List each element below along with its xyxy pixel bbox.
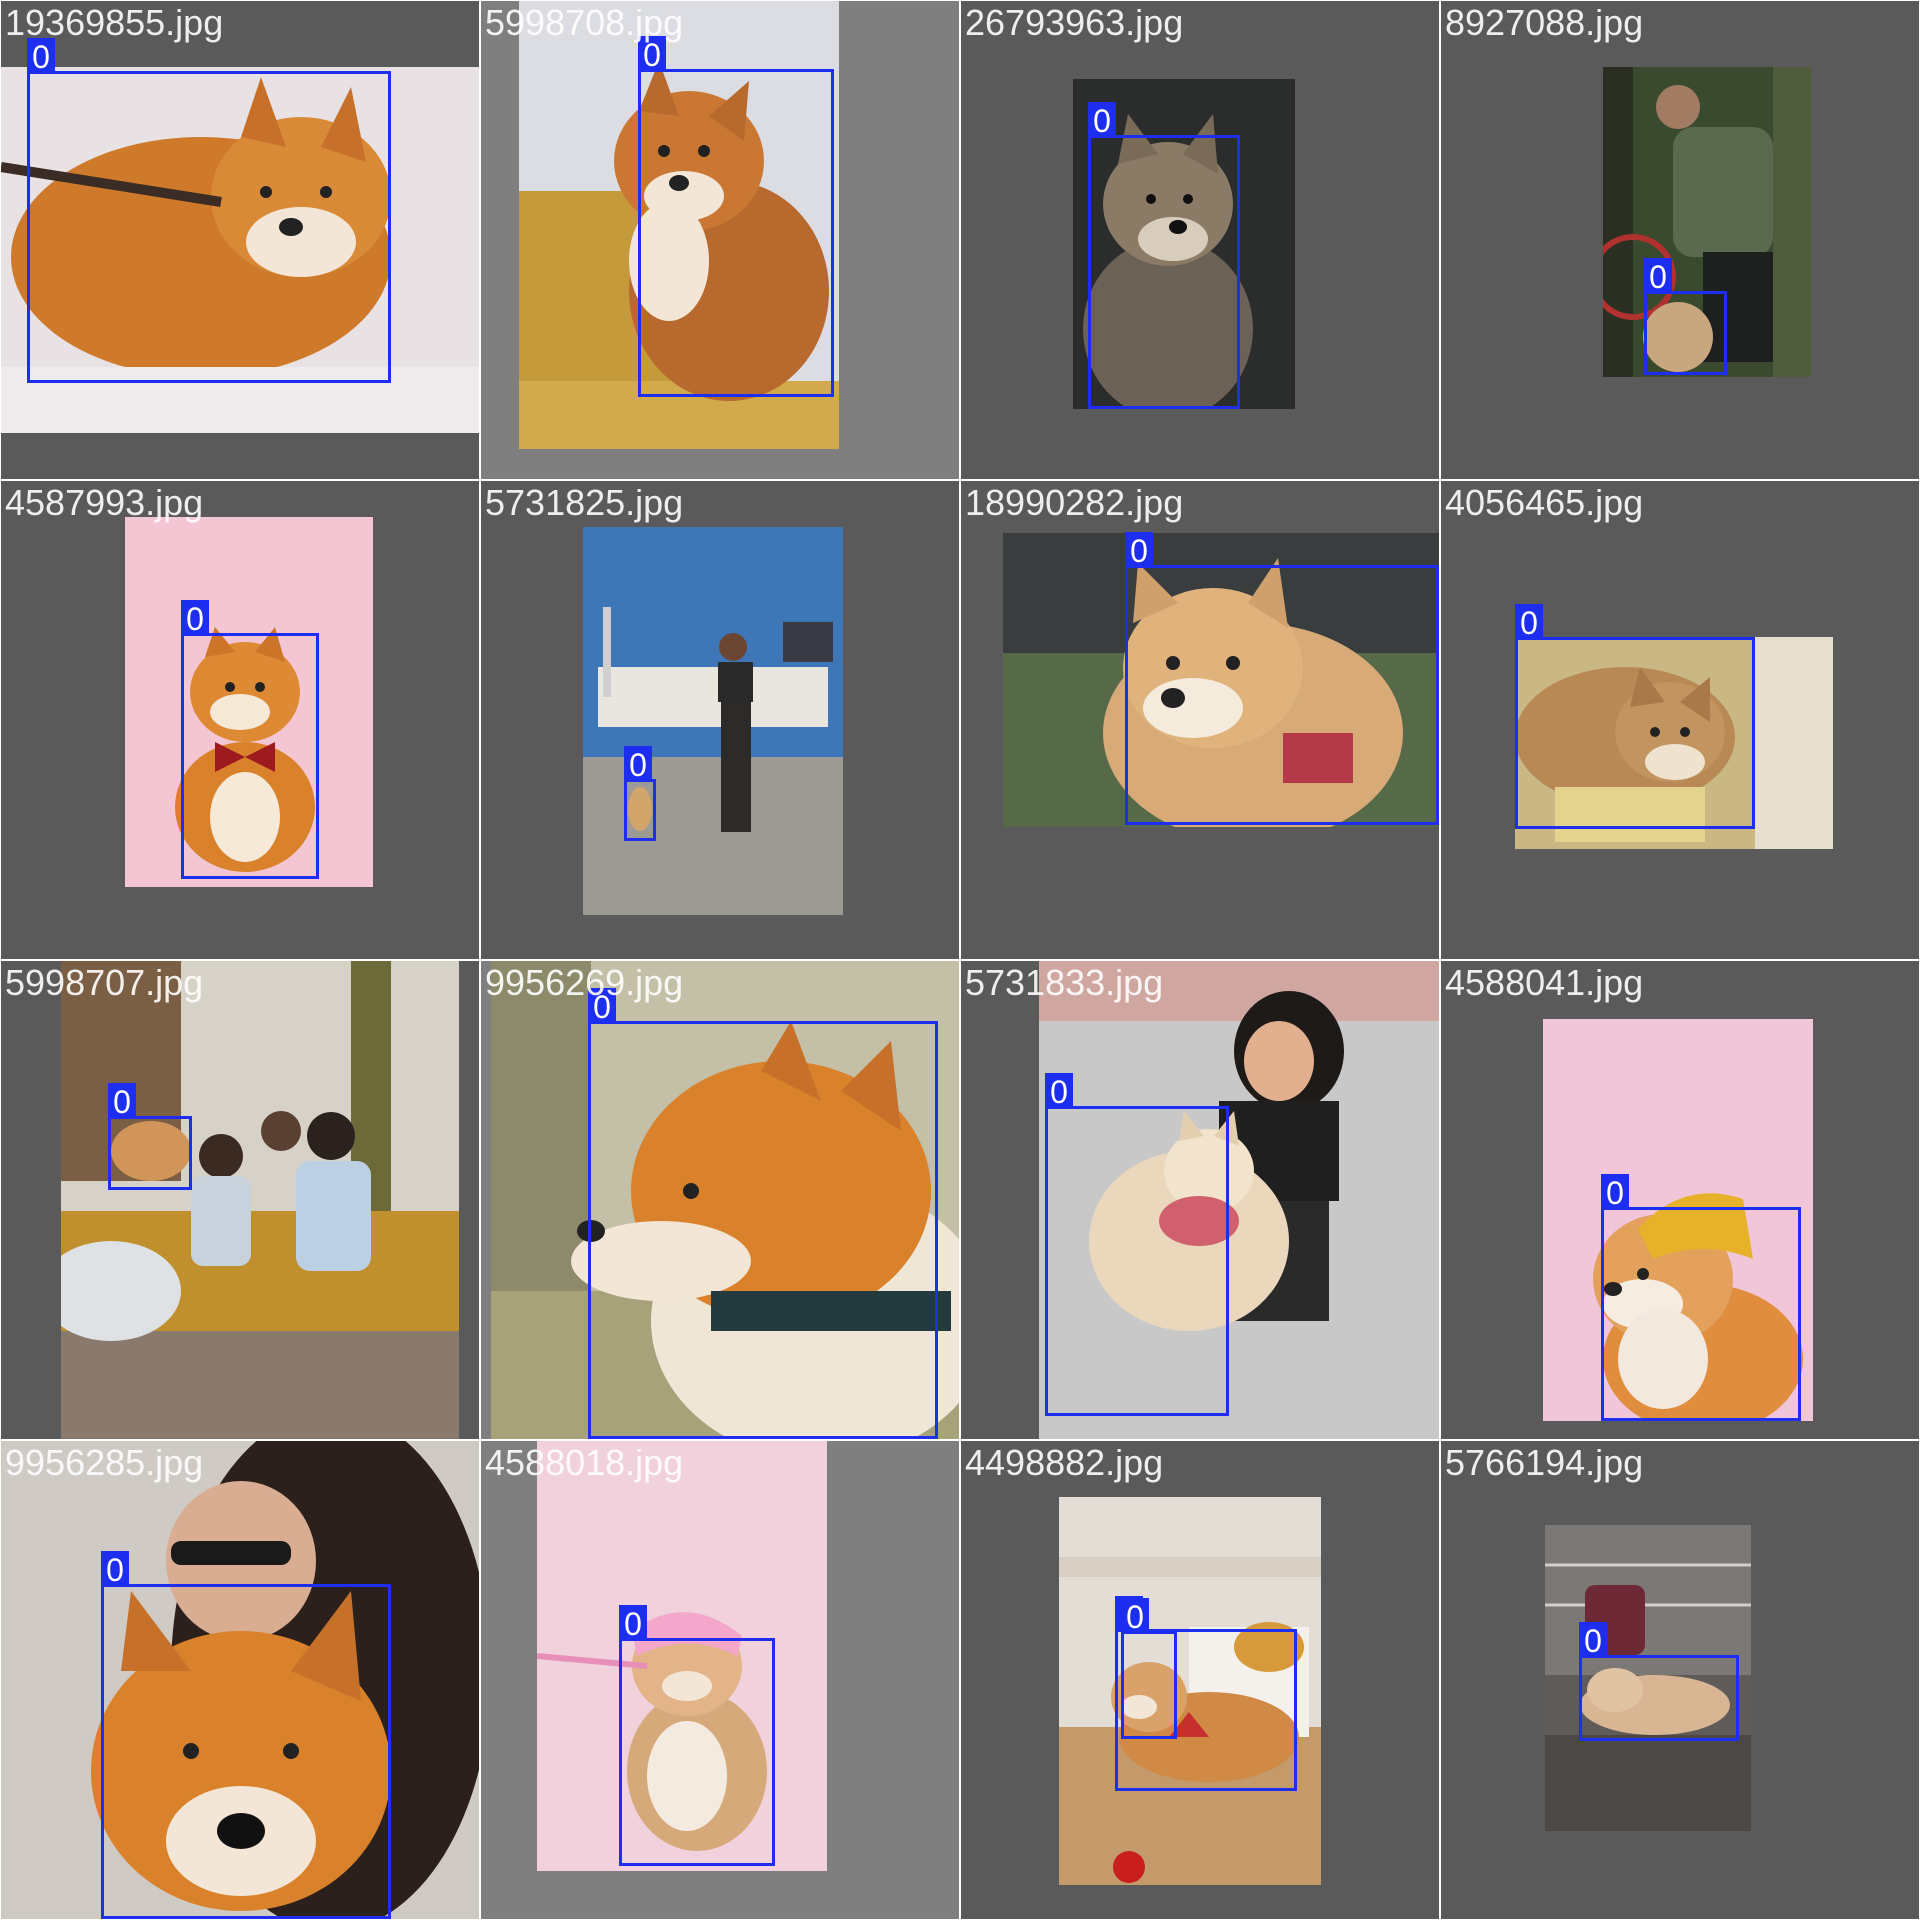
class-label: 0 [1088,102,1116,139]
class-label: 0 [638,36,666,73]
class-label: 0 [624,746,652,783]
bounding-box: 0 [588,988,938,1439]
shiba-illustration [491,961,959,1439]
bounding-box: 0 [1121,1598,1177,1739]
class-label: 0 [108,1083,136,1120]
dog-photo [1603,67,1811,377]
tile-4588041: 4588041.jpg 0 [1441,961,1919,1439]
class-label: 0 [1121,1598,1149,1635]
bounding-box: 0 [1125,532,1439,825]
person-dog-illustration [1039,961,1439,1331]
bounding-box: 0 [638,36,834,397]
shiba-illustration [1083,114,1253,409]
filename-label: 4498882.jpg [965,1442,1164,1483]
filename-label: 5998707.jpg [5,962,204,1003]
person-dog-illustration [583,607,843,915]
class-label: 0 [101,1551,129,1588]
bounding-box: 0 [1088,102,1240,409]
filename-label: 26793963.jpg [965,2,1184,43]
tile-26793963: 26793963.jpg 0 [961,1,1439,479]
bounding-box: 0 [108,1083,192,1190]
dog-photo [537,1441,827,1871]
filename-label: 4588018.jpg [485,1442,684,1483]
class-label: 0 [27,38,55,75]
tile-4498882: 4498882.jpg 0 0 [961,1441,1439,1919]
bounding-box: 0 [101,1551,391,1919]
tile-8927088: 8927088.jpg 0 [1441,1,1919,479]
tile-4588018: 4588018.jpg 0 [481,1441,959,1919]
tile-5998708: 5998708.jpg 0 [481,1,959,479]
family-dog-illustration [61,961,459,1439]
shiba-illustration [1545,1525,1751,1831]
filename-label: 5731833.jpg [965,962,1164,1003]
tile-9956269: 9956269.jpg 0 [481,961,959,1439]
bounding-box: 0 [1045,1073,1229,1416]
filename-label: 5998708.jpg [485,2,684,43]
tile-4056465: 4056465.jpg 0 [1441,481,1919,959]
shiba-illustration [1593,1193,1803,1421]
class-label: 0 [181,600,209,637]
filename-label: 9956269.jpg [485,962,684,1003]
person-dog-illustration [1603,67,1811,377]
filename-label: 5766194.jpg [1445,1442,1644,1483]
dog-photo [1543,1019,1813,1421]
tile-19369855: 19369855.jpg 0 [1,1,479,479]
class-label: 0 [1515,604,1543,641]
filename-label: 5731825.jpg [485,482,684,523]
person-dog-photo [1,1441,479,1919]
tile-5766194: 5766194.jpg 0 [1441,1441,1919,1919]
class-label: 0 [1644,258,1672,295]
tile-4587993: 4587993.jpg 0 [1,481,479,959]
bounding-box: 0 [1644,258,1727,375]
shiba-illustration [519,61,839,449]
filename-label: 19369855.jpg [5,2,224,43]
dog-photo [583,527,843,915]
shiba-illustration [1515,637,1833,849]
class-label: 0 [1579,1622,1607,1659]
tile-18990282: 18990282.jpg 0 [961,481,1439,959]
shiba-illustration [1059,1557,1321,1885]
bounding-box: 0 [1515,604,1755,829]
shiba-illustration [175,627,315,872]
dog-photo [1515,637,1833,849]
dog-photo [1059,1497,1321,1885]
shiba-illustration [1,77,479,433]
filename-label: 4056465.jpg [1445,482,1644,523]
filename-label: 8927088.jpg [1445,2,1644,43]
bounding-box: 0 [1579,1622,1739,1741]
family-dog-photo [61,961,459,1439]
class-label: 0 [619,1605,647,1642]
person-dog-photo [1039,961,1439,1439]
dog-photo [519,1,839,449]
filename-label: 4587993.jpg [5,482,204,523]
tile-5731825: 5731825.jpg 0 [481,481,959,959]
person-dog-illustration [91,1441,479,1919]
class-label: 0 [588,988,616,1025]
bounding-box: 0 [181,600,319,879]
filename-label: 4588041.jpg [1445,962,1644,1003]
filename-label: 9956285.jpg [5,1442,204,1483]
dog-photo [125,517,373,887]
bounding-box: 0 [619,1605,775,1866]
bounding-box: 0 [624,746,656,841]
tile-9956285: 9956285.jpg 0 [1,1441,479,1919]
dog-photo [1545,1525,1751,1831]
tile-5998707: 5998707.jpg 0 [1,961,479,1439]
dog-photo [1,67,479,433]
dog-photo [491,961,959,1439]
class-label: 0 [1601,1174,1629,1211]
bounding-box: 0 [1601,1174,1801,1421]
class-label: 0 [1045,1073,1073,1110]
bounding-box: 0 [27,38,391,383]
dog-photo [1003,533,1439,827]
class-label: 0 [1125,532,1153,569]
shiba-illustration [1003,533,1439,827]
filename-label: 18990282.jpg [965,482,1184,523]
tile-5731833: 5731833.jpg 0 [961,961,1439,1439]
shiba-illustration [537,1612,767,1851]
